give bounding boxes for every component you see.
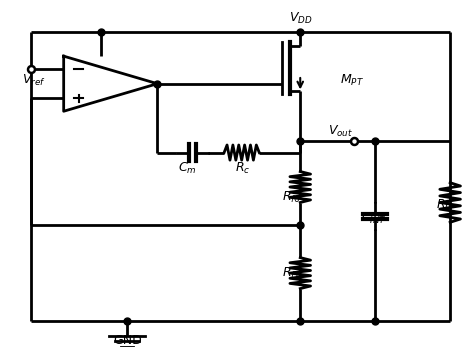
Text: $M_{PT}$: $M_{PT}$ [340, 73, 364, 88]
Text: $C_{INT}$: $C_{INT}$ [361, 211, 387, 226]
Text: $R_c$: $R_c$ [235, 160, 250, 176]
Text: $R_L$: $R_L$ [436, 198, 451, 213]
Text: $V_{out}$: $V_{out}$ [328, 124, 354, 139]
Text: $V_{DD}$: $V_{DD}$ [289, 11, 312, 26]
Text: $R_{f1}$: $R_{f1}$ [282, 266, 300, 281]
Text: $C_m$: $C_m$ [178, 160, 197, 176]
Text: GND: GND [113, 334, 142, 347]
Text: $R_{f0}$: $R_{f0}$ [282, 190, 300, 205]
Text: $V_{ref}$: $V_{ref}$ [21, 73, 45, 88]
